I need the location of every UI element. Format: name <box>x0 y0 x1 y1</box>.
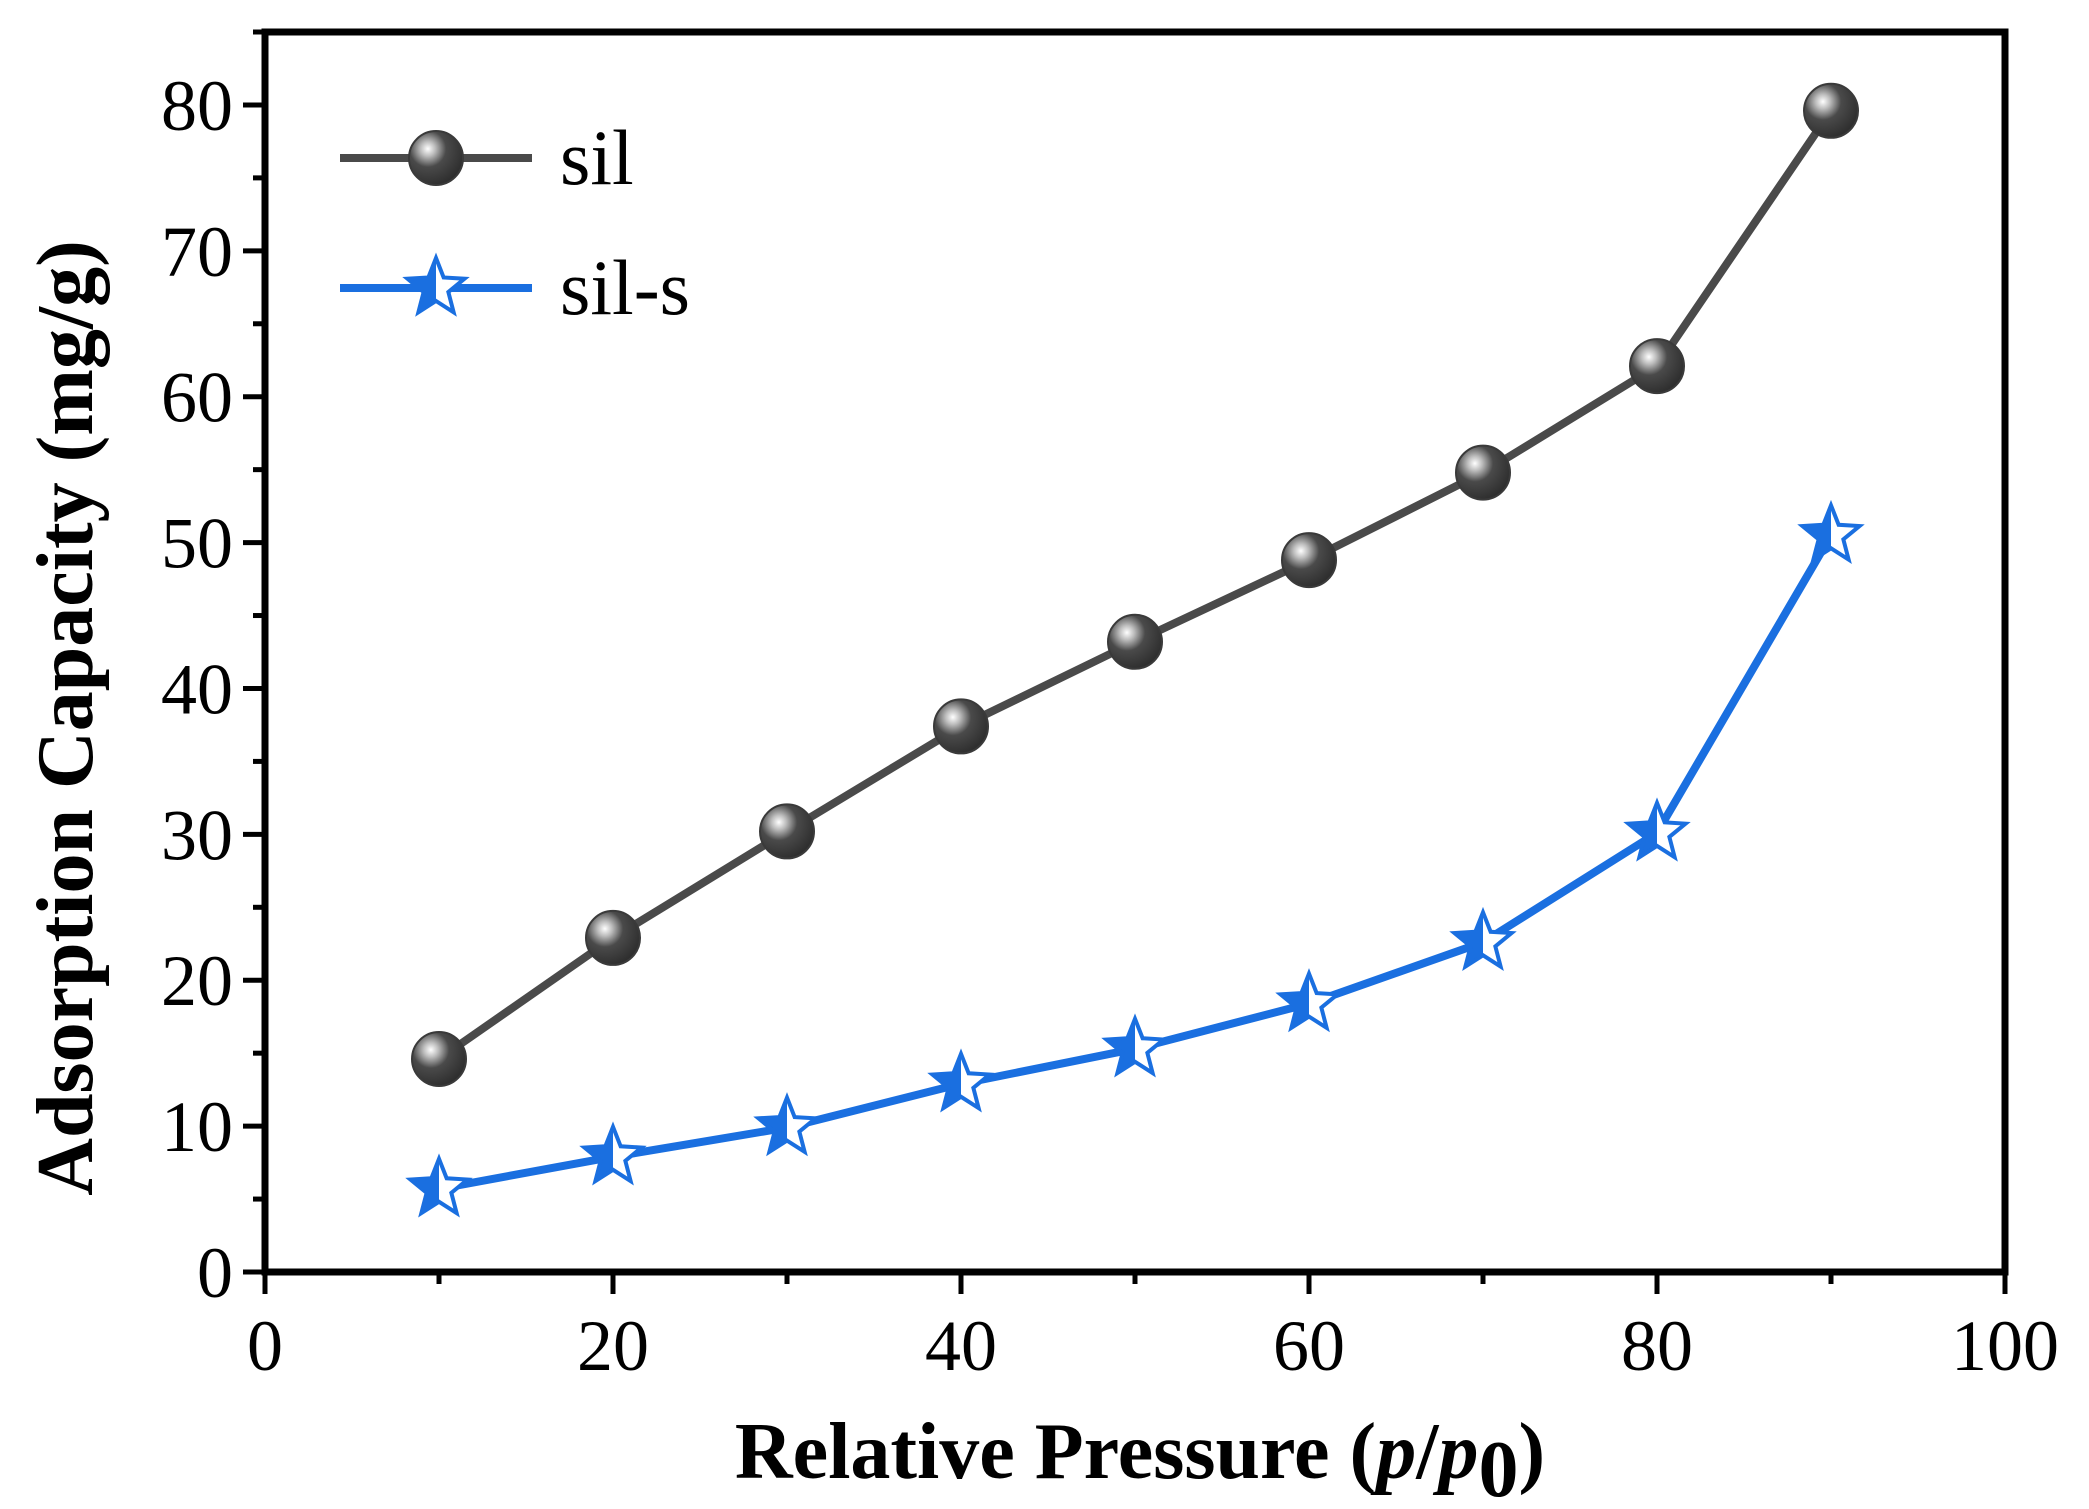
data-point-sil <box>1455 444 1511 501</box>
y-tick-label: 20 <box>161 941 233 1021</box>
y-tick-label: 10 <box>161 1087 233 1167</box>
sphere-marker <box>1803 82 1859 139</box>
y-axis-title: Adsorption Capacity (mg/g) <box>22 240 110 1196</box>
legend-label-sil: sil <box>560 114 634 201</box>
data-point-sil <box>759 803 815 860</box>
y-tick-label: 60 <box>161 358 233 438</box>
data-point-sil-s <box>927 1048 995 1113</box>
star-marker-outline <box>753 1092 821 1157</box>
legend-marker-sil-s <box>402 252 470 317</box>
star-marker-fill <box>584 1126 613 1182</box>
legend: sil sil-s <box>340 114 690 331</box>
data-point-sil <box>933 698 989 755</box>
y-tick-label: 0 <box>197 1233 233 1313</box>
series-sil <box>411 82 1859 1087</box>
star-marker-outline <box>1449 906 1517 972</box>
star-marker-fill <box>1454 912 1483 967</box>
legend-entry-sil-s: sil-s <box>340 244 690 331</box>
data-point-sil-s <box>753 1092 821 1157</box>
x-tick-labels: 0 20 40 60 80 100 <box>247 1306 2059 1386</box>
star-marker-outline <box>1623 797 1691 862</box>
data-point-sil-s <box>1275 968 1343 1033</box>
x-axis-title-close: ) <box>1518 1408 1545 1496</box>
legend-entry-sil: sil <box>340 114 634 201</box>
data-point-sil <box>1629 338 1685 395</box>
sphere-marker <box>1629 338 1685 395</box>
star-marker-fill <box>1628 802 1657 858</box>
legend-star-outline <box>402 252 470 317</box>
legend-star-fill <box>407 258 436 313</box>
y-tick-label: 70 <box>161 212 233 292</box>
star-marker-fill <box>1802 505 1831 560</box>
y-tick-labels: 0 10 20 30 40 50 60 70 80 <box>161 66 233 1313</box>
series-sil-s <box>405 499 1865 1218</box>
star-marker-outline <box>927 1048 995 1113</box>
data-point-sil-s <box>1449 906 1517 972</box>
y-tick-label: 80 <box>161 66 233 146</box>
x-tick-label: 100 <box>1951 1306 2059 1386</box>
x-axis-title-slash: / <box>1415 1408 1440 1496</box>
y-tick-label: 50 <box>161 504 233 584</box>
data-point-sil <box>1281 532 1337 589</box>
data-point-sil <box>1803 82 1859 139</box>
star-marker-outline <box>1275 968 1343 1033</box>
star-marker-fill <box>758 1097 787 1152</box>
x-axis-title-var1: p <box>1370 1408 1416 1496</box>
x-tick-label: 0 <box>247 1306 283 1386</box>
star-marker-outline <box>579 1121 647 1186</box>
x-tick-label: 80 <box>1621 1306 1693 1386</box>
star-marker-outline <box>1797 499 1865 565</box>
legend-marker-sil <box>408 130 464 186</box>
star-marker-outline <box>405 1153 473 1218</box>
x-axis-title-sub: 0 <box>1478 1426 1518 1509</box>
sphere-marker <box>411 1031 467 1087</box>
data-point-sil-s <box>1623 797 1691 862</box>
star-marker-fill <box>1280 973 1309 1028</box>
sphere-marker <box>933 698 989 755</box>
y-tick-label: 30 <box>161 795 233 875</box>
data-point-sil-s <box>579 1121 647 1186</box>
star-marker-fill <box>1106 1018 1135 1074</box>
sphere-marker <box>759 803 815 860</box>
legend-label-sil-s: sil-s <box>560 244 690 331</box>
x-axis-title-var2: p <box>1432 1408 1478 1496</box>
data-point-sil <box>1107 613 1163 670</box>
star-marker-fill <box>410 1158 439 1214</box>
x-axis-title: Relative Pressure (p/p0) <box>735 1408 1545 1509</box>
sphere-marker <box>1455 444 1511 501</box>
series-layer <box>405 82 1865 1218</box>
data-point-sil <box>585 909 641 966</box>
x-axis-title-main: Relative Pressure ( <box>735 1408 1376 1496</box>
sphere-marker <box>1281 532 1337 589</box>
sphere-marker <box>585 909 641 966</box>
plot-frame <box>261 28 2009 1276</box>
data-point-sil-s <box>405 1153 473 1218</box>
star-marker-fill <box>932 1053 961 1109</box>
x-tick-label: 20 <box>577 1306 649 1386</box>
data-point-sil-s <box>1101 1013 1169 1078</box>
x-tick-label: 40 <box>925 1306 997 1386</box>
star-marker-outline <box>1101 1013 1169 1078</box>
y-tick-label: 40 <box>161 649 233 729</box>
sphere-marker <box>1107 613 1163 670</box>
data-point-sil-s <box>1797 499 1865 565</box>
data-point-sil <box>411 1031 467 1087</box>
x-tick-label: 60 <box>1273 1306 1345 1386</box>
